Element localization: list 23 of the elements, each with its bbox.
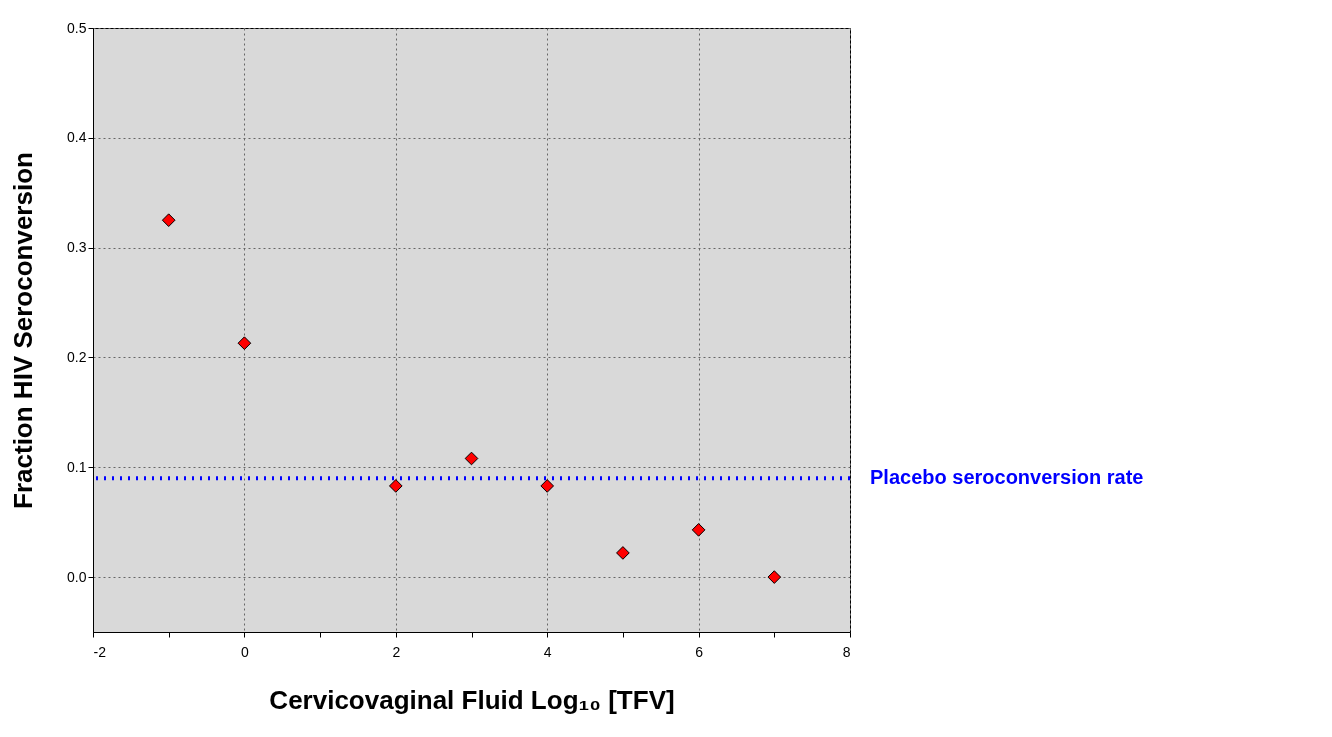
point	[767, 570, 782, 584]
x-axis-title: Cervicovaginal Fluid Log₁₀ [TFV]	[269, 684, 675, 715]
point	[464, 451, 479, 466]
x-tick-label: 0	[241, 643, 249, 660]
x-tick-label: 4	[543, 643, 552, 660]
point	[388, 479, 403, 493]
point	[540, 479, 555, 493]
x-tick-label: -2	[93, 643, 107, 660]
point	[237, 336, 252, 350]
y-tick-label: 0.1	[67, 458, 87, 475]
x-tick-label: 8	[842, 643, 851, 660]
x-tick-label: 2	[392, 643, 401, 660]
x-tick-label: 6	[695, 643, 704, 660]
point	[161, 213, 176, 228]
y-tick-label: 0.3	[67, 239, 87, 256]
y-tick-label: 0.0	[67, 568, 87, 585]
point	[616, 546, 630, 560]
point	[691, 523, 706, 537]
y-axis-title: Fraction HIV Seroconversion	[8, 152, 39, 509]
y-tick-label: 0.5	[67, 19, 87, 36]
ref-line-label: Placebo seroconversion rate	[870, 466, 1144, 489]
y-tick-label: 0.2	[67, 348, 87, 365]
y-tick-label: 0.4	[67, 129, 87, 146]
